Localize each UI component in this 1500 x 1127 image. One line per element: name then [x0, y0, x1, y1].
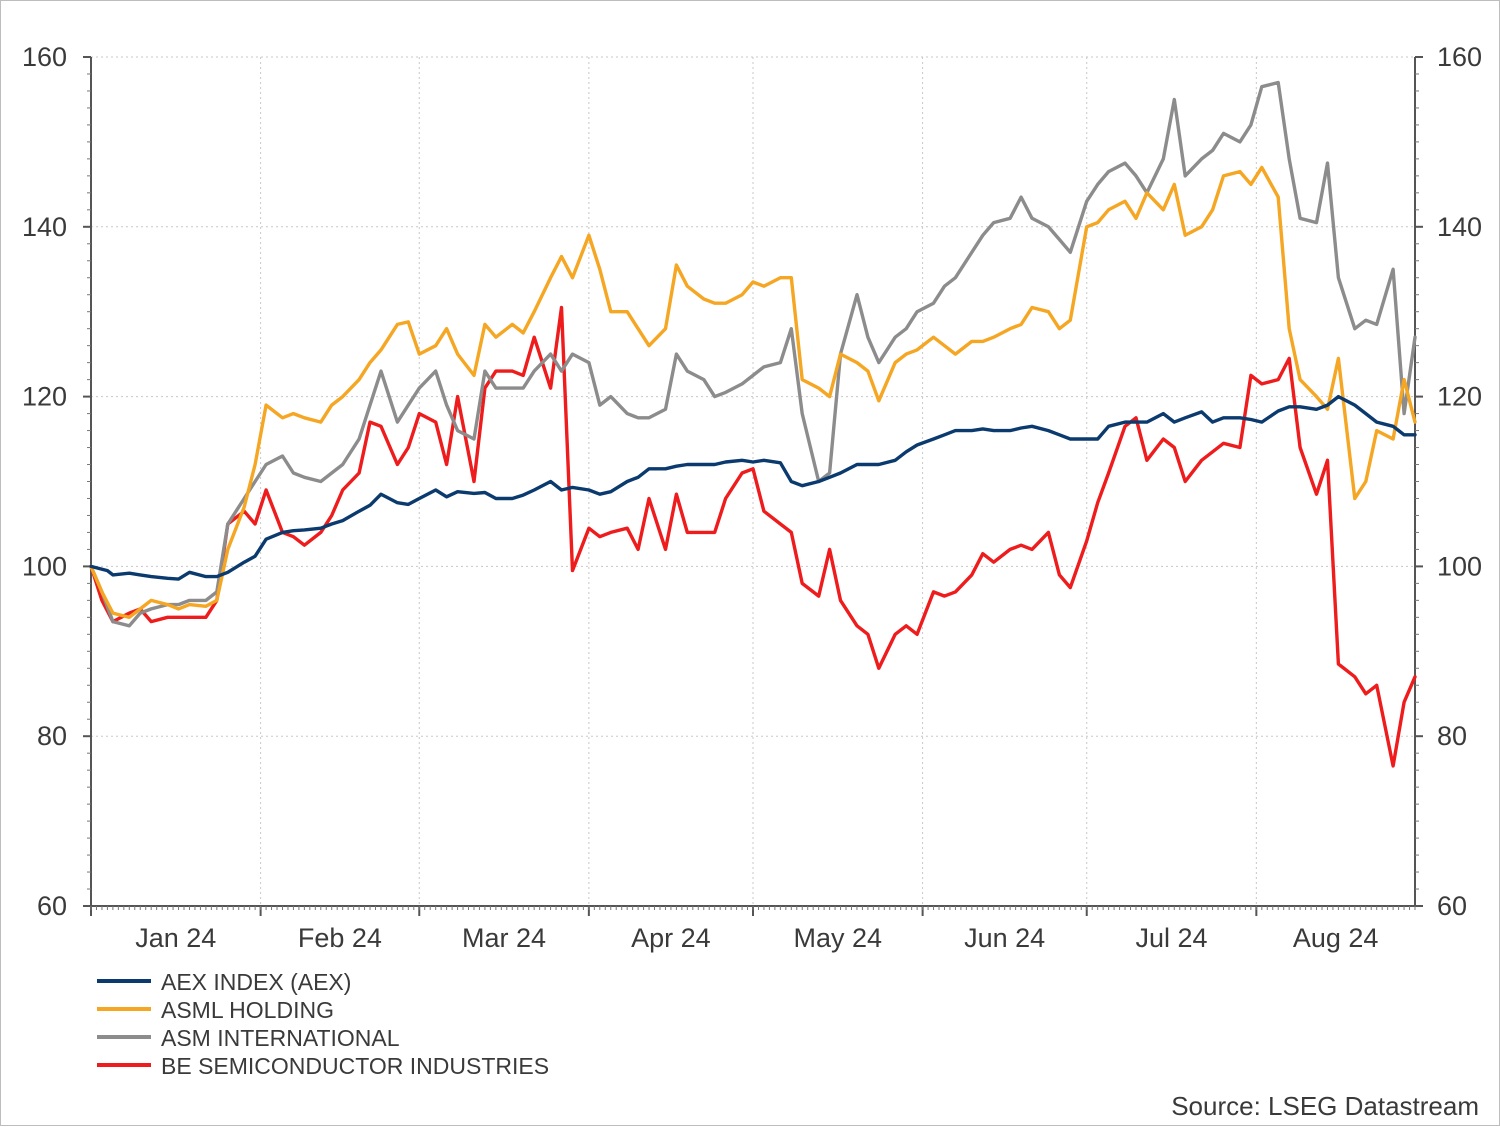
y-tick-label: 120: [1437, 382, 1482, 412]
y-axis-left-labels: 60 80 100 120 140 160: [22, 42, 67, 921]
tick-marks: [83, 56, 1423, 916]
legend-label: BE SEMICONDUCTOR INDUSTRIES: [161, 1053, 549, 1079]
y-tick-label: 80: [37, 721, 67, 751]
y-tick-label: 140: [1437, 212, 1482, 242]
y-tick-label: 60: [37, 891, 67, 921]
series-line-asml-holding: [89, 165, 1417, 619]
legend-label: AEX INDEX (AEX): [161, 969, 351, 995]
y-tick-label: 160: [1437, 42, 1482, 72]
series-line-aex-index-aex: [89, 394, 1417, 581]
y-tick-label: 160: [22, 42, 67, 72]
series-lines: [89, 80, 1417, 768]
y-tick-label: 100: [1437, 551, 1482, 581]
y-tick-label: 100: [22, 551, 67, 581]
legend-label: ASM INTERNATIONAL: [161, 1025, 400, 1051]
y-tick-label: 60: [1437, 891, 1467, 921]
y-tick-label: 80: [1437, 721, 1467, 751]
x-tick-label: Aug 24: [1293, 923, 1379, 953]
source-note: Source: LSEG Datastream: [1171, 1091, 1479, 1121]
y-tick-label: 140: [22, 212, 67, 242]
series-line-be-semiconductor-industries: [89, 305, 1417, 768]
x-tick-label: Jan 24: [135, 923, 216, 953]
y-axis-right-labels: 60 80 100 120 140 160: [1437, 42, 1482, 921]
x-tick-label: Apr 24: [631, 923, 711, 953]
y-tick-label: 120: [22, 382, 67, 412]
grid-lines: [91, 56, 1415, 906]
x-tick-label: May 24: [794, 923, 883, 953]
x-tick-label: Mar 24: [462, 923, 546, 953]
x-axis-labels: Jan 24 Feb 24 Mar 24 Apr 24 May 24 Jun 24 Jul …: [135, 923, 1378, 953]
series-line-asm-international: [89, 80, 1417, 628]
legend-label: ASML HOLDING: [161, 997, 334, 1023]
x-tick-label: Feb 24: [298, 923, 382, 953]
x-tick-label: Jun 24: [964, 923, 1045, 953]
x-tick-label: Jul 24: [1136, 923, 1208, 953]
